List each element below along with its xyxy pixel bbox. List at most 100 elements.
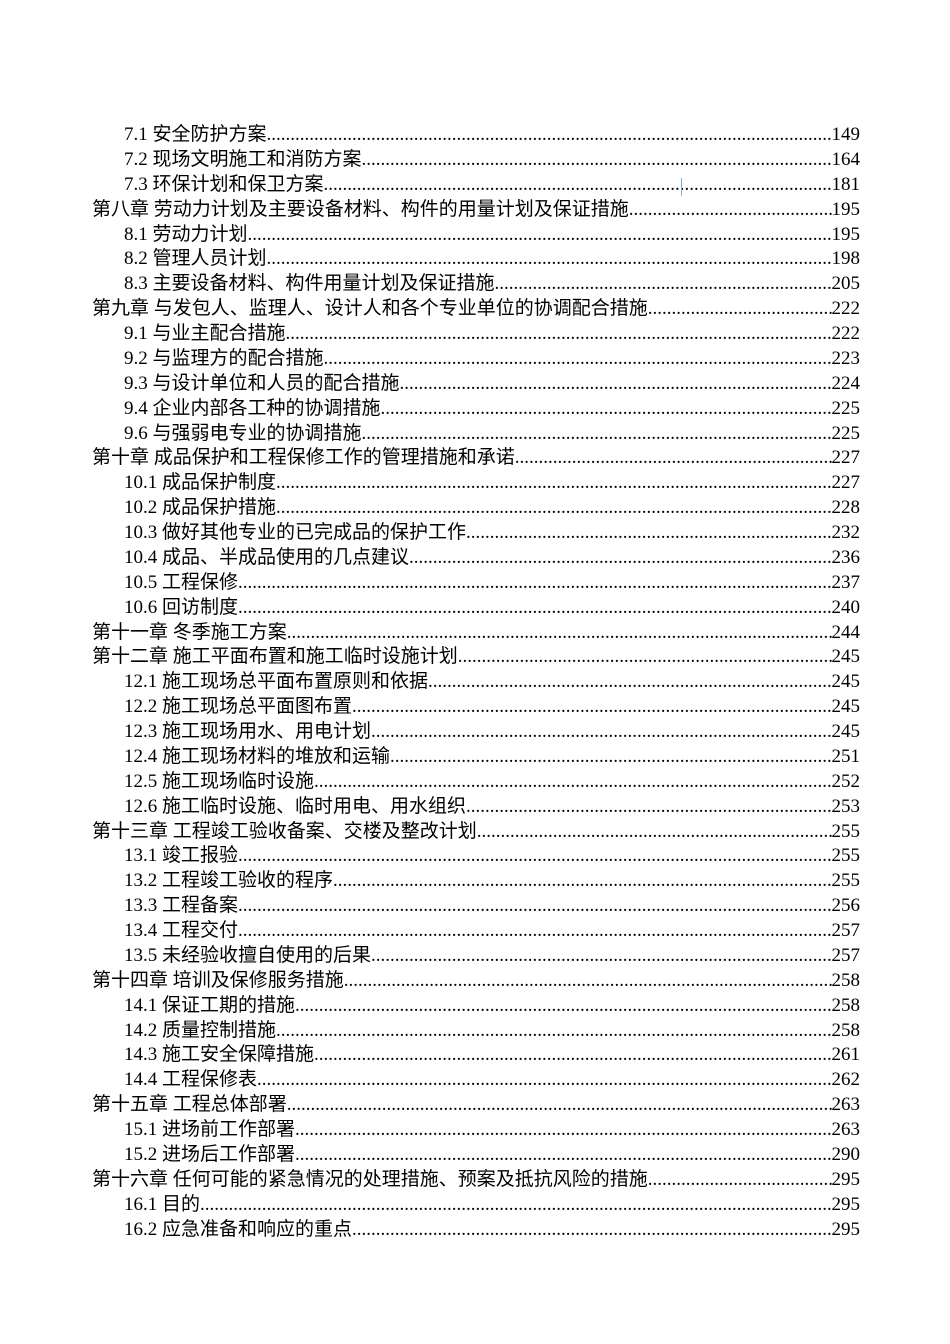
toc-section-entry[interactable]: 14.4 工程保修表 262	[92, 1068, 860, 1093]
toc-section-entry[interactable]: 12.1 施工现场总平面布置原则和依据 245	[92, 670, 860, 695]
dot-leader	[257, 1068, 831, 1093]
toc-entry-title: 9.4 企业内部各工种的协调措施	[124, 397, 381, 419]
dot-leader	[344, 969, 832, 994]
dot-leader	[287, 621, 832, 646]
dot-leader	[629, 198, 832, 223]
toc-chapter-entry[interactable]: 第十四章 培训及保修服务措施 258	[92, 969, 860, 994]
toc-section-entry[interactable]: 9.1 与业主配合措施 222	[92, 322, 860, 347]
toc-section-entry[interactable]: 14.3 施工安全保障措施 261	[92, 1043, 860, 1068]
dot-leader	[409, 546, 831, 571]
toc-entry-title: 第十一章 冬季施工方案	[92, 621, 287, 643]
toc-section-entry[interactable]: 12.6 施工临时设施、临时用电、用水组织 253	[92, 795, 860, 820]
toc-chapter-entry[interactable]: 第十二章 施工平面布置和施工临时设施计划 245	[92, 645, 860, 670]
dot-leader	[200, 1193, 831, 1218]
toc-entry-title: 第十四章 培训及保修服务措施	[92, 969, 344, 991]
dot-leader	[371, 944, 831, 969]
toc-entry-page-number: 225	[831, 397, 861, 419]
toc-section-entry[interactable]: 7.1 安全防护方案 149	[92, 123, 860, 148]
toc-section-entry[interactable]: 15.2 进场后工作部署 290	[92, 1143, 860, 1168]
toc-section-entry[interactable]: 10.5 工程保修 237	[92, 571, 860, 596]
toc-section-entry[interactable]: 16.1 目的 295	[92, 1193, 860, 1218]
toc-section-entry[interactable]: 9.6 与强弱电专业的协调措施 225	[92, 422, 860, 447]
dot-leader	[648, 297, 832, 322]
toc-section-entry[interactable]: 13.3 工程备案 256	[92, 894, 860, 919]
toc-entry-page-number: 232	[831, 522, 861, 543]
toc-entry-title: 第十六章 任何可能的紧急情况的处理措施、预案及抵抗风险的措施	[92, 1168, 648, 1190]
toc-chapter-entry[interactable]: 第十三章 工程竣工验收备案、交楼及整改计划 255	[92, 820, 860, 845]
toc-chapter-entry[interactable]: 第九章 与发包人、监理人、设计人和各个专业单位的协调配合措施 222	[92, 297, 860, 322]
toc-section-entry[interactable]: 9.4 企业内部各工种的协调措施 225	[92, 397, 860, 422]
toc-entry-page-number: 227	[831, 472, 861, 494]
toc-entry-page-number: 237	[831, 571, 861, 593]
toc-section-entry[interactable]: 12.3 施工现场用水、用电计划 245	[92, 720, 860, 745]
dot-leader	[400, 372, 832, 397]
toc-entry-page-number: 258	[831, 1019, 861, 1041]
toc-section-entry[interactable]: 15.1 进场前工作部署 263	[92, 1118, 860, 1143]
toc-entry-page-number: 290	[831, 1143, 861, 1165]
toc-section-entry[interactable]: 10.4 成品、半成品使用的几点建议 236	[92, 546, 860, 571]
toc-section-entry[interactable]: 13.4 工程交付 257	[92, 919, 860, 944]
dot-leader	[276, 1019, 831, 1044]
toc-entry-title: 8.2 管理人员计划	[124, 248, 267, 270]
toc-entry-page-number: 256	[831, 895, 861, 917]
toc-entry-page-number: 228	[831, 497, 861, 519]
toc-chapter-entry[interactable]: 第十五章 工程总体部署 263	[92, 1093, 860, 1118]
dot-leader	[238, 919, 831, 944]
toc-entry-title: 7.2 现场文明施工和消防方案	[124, 148, 362, 170]
toc-section-entry[interactable]: 10.2 成品保护措施 228	[92, 496, 860, 521]
toc-section-entry[interactable]: 13.1 竣工报验 255	[92, 844, 860, 869]
toc-chapter-entry[interactable]: 第十一章 冬季施工方案 244	[92, 621, 860, 646]
toc-section-entry[interactable]: 12.5 施工现场临时设施 252	[92, 770, 860, 795]
toc-entry-title: 10.2 成品保护措施	[124, 497, 277, 519]
toc-section-entry[interactable]: 7.2 现场文明施工和消防方案 164	[92, 148, 860, 173]
toc-entry-title: 14.4 工程保修表	[124, 1069, 258, 1091]
dot-leader	[648, 1168, 832, 1193]
toc-entry-title: 10.3 做好其他专业的已完成品的保护工作	[124, 522, 467, 543]
toc-section-entry[interactable]: 10.6 回访制度 240	[92, 596, 860, 621]
toc-entry-title: 9.3 与设计单位和人员的配合措施	[124, 372, 400, 394]
toc-chapter-entry[interactable]: 第十六章 任何可能的紧急情况的处理措施、预案及抵抗风险的措施 295	[92, 1168, 860, 1193]
dot-leader	[515, 446, 832, 471]
toc-entry-title: 13.1 竣工报验	[124, 845, 239, 867]
dot-leader	[248, 223, 832, 248]
toc-section-entry[interactable]: 14.2 质量控制措施 258	[92, 1019, 860, 1044]
dot-leader	[371, 720, 831, 745]
toc-section-entry[interactable]: 8.2 管理人员计划 198	[92, 247, 860, 272]
toc-entry-page-number: 222	[831, 323, 861, 344]
dot-leader	[314, 1043, 831, 1068]
toc-entry-title: 12.1 施工现场总平面布置原则和依据	[124, 671, 429, 693]
toc-section-entry[interactable]: 8.1 劳动力计划 195	[92, 223, 860, 248]
toc-entry-page-number: 255	[831, 870, 861, 892]
dot-leader	[295, 1143, 831, 1168]
toc-section-entry[interactable]: 9.3 与设计单位和人员的配合措施 224	[92, 372, 860, 397]
toc-entry-page-number: 262	[831, 1069, 861, 1091]
toc-section-entry[interactable]: 12.2 施工现场总平面图布置 245	[92, 695, 860, 720]
toc-entry-title: 15.1 进场前工作部署	[124, 1119, 296, 1140]
toc-section-entry[interactable]: 8.3 主要设备材料、构件用量计划及保证措施 205	[92, 272, 860, 297]
toc-entry-page-number: 164	[831, 148, 861, 170]
dot-leader	[238, 571, 831, 596]
text-cursor	[681, 178, 682, 196]
toc-section-entry[interactable]: 13.5 未经验收擅自使用的后果 257	[92, 944, 860, 969]
toc-entry-page-number: 224	[831, 372, 861, 394]
dot-leader	[352, 695, 831, 720]
toc-section-entry[interactable]: 12.4 施工现场材料的堆放和运输 251	[92, 745, 860, 770]
toc-entry-page-number: 240	[831, 596, 861, 618]
toc-section-entry[interactable]: 10.1 成品保护制度 227	[92, 471, 860, 496]
dot-leader	[362, 148, 832, 173]
toc-entry-title: 14.2 质量控制措施	[124, 1019, 277, 1041]
toc-chapter-entry[interactable]: 第八章 劳动力计划及主要设备材料、构件的用量计划及保证措施 195	[92, 198, 860, 223]
toc-entry-title: 10.6 回访制度	[124, 596, 239, 618]
toc-chapter-entry[interactable]: 第十章 成品保护和工程保修工作的管理措施和承诺 227	[92, 446, 860, 471]
toc-entry-title: 13.2 工程竣工验收的程序	[124, 870, 334, 892]
toc-section-entry[interactable]: 14.1 保证工期的措施 258	[92, 994, 860, 1019]
toc-section-entry[interactable]: 9.2 与监理方的配合措施 223	[92, 347, 860, 372]
toc-section-entry[interactable]: 7.3 环保计划和保卫方案 181	[92, 173, 860, 198]
toc-entry-page-number: 181	[831, 173, 861, 195]
toc-section-entry[interactable]: 16.2 应急准备和响应的重点 295	[92, 1218, 860, 1243]
toc-section-entry[interactable]: 10.3 做好其他专业的已完成品的保护工作 232	[92, 521, 860, 546]
toc-entry-page-number: 252	[831, 770, 861, 792]
dot-leader	[466, 795, 831, 820]
toc-entry-title: 第九章 与发包人、监理人、设计人和各个专业单位的协调配合措施	[92, 298, 648, 320]
toc-section-entry[interactable]: 13.2 工程竣工验收的程序 255	[92, 869, 860, 894]
